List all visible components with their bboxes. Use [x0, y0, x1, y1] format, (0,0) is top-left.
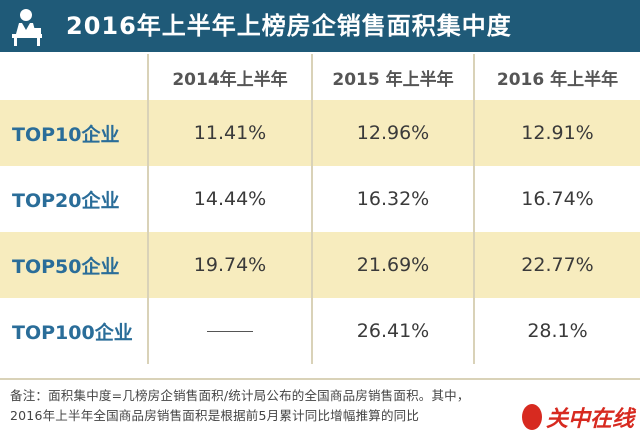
cell-top50-2014: 19.74%	[148, 232, 313, 298]
watermark-logo-icon	[522, 404, 542, 430]
cell-top20-2014: 14.44%	[148, 166, 313, 232]
cell-top10-2015: 12.96%	[312, 100, 475, 166]
row-label-top20: TOP20企业	[0, 166, 149, 232]
cell-top50-2015: 21.69%	[312, 232, 475, 298]
cell-top10-2016: 12.91%	[474, 100, 640, 166]
cell-top20-2015: 16.32%	[312, 166, 475, 232]
watermark-text: 关中在线	[545, 406, 634, 432]
cell-top100-2015: 26.41%	[312, 298, 475, 364]
header-bar: 2016年上半年上榜房企销售面积集中度	[0, 0, 640, 52]
watermark: 关中在线	[522, 400, 634, 434]
cell-top20-2016: 16.74%	[474, 166, 640, 232]
concentration-table: 2014年上半年 2015 年上半年 2016 年上半年 TOP10企业 11.…	[0, 54, 640, 376]
page-title: 2016年上半年上榜房企销售面积集中度	[66, 12, 512, 40]
no-data-dash	[207, 331, 253, 332]
column-header-2014: 2014年上半年	[148, 54, 313, 100]
table-row: TOP50企业 19.74% 21.69% 22.77%	[0, 232, 640, 298]
row-label-top100: TOP100企业	[0, 298, 149, 364]
cell-top100-2014	[148, 298, 313, 364]
footnote-line-1: 备注：面积集中度=几榜房企销售面积/统计局公布的全国商品房销售面积。其中，	[10, 388, 470, 403]
footer-notes: 备注：面积集中度=几榜房企销售面积/统计局公布的全国商品房销售面积。其中， 20…	[0, 378, 640, 439]
column-header-2016: 2016 年上半年	[474, 54, 640, 100]
table-row: TOP20企业 14.44% 16.32% 16.74%	[0, 166, 640, 232]
column-header-2015: 2015 年上半年	[312, 54, 475, 100]
cell-top50-2016: 22.77%	[474, 232, 640, 298]
table-row: TOP10企业 11.41% 12.96% 12.91%	[0, 100, 640, 166]
column-header-empty	[0, 54, 149, 100]
cell-top100-2016: 28.1%	[474, 298, 640, 364]
cell-top10-2014: 11.41%	[148, 100, 313, 166]
row-label-top10: TOP10企业	[0, 100, 149, 166]
person-desk-icon	[4, 4, 50, 48]
footnote-line-2: 2016年上半年全国商品房销售面积是根据前5月累计同比增幅推算的同比	[10, 408, 420, 423]
table-header-row: 2014年上半年 2015 年上半年 2016 年上半年	[0, 54, 640, 100]
table-row: TOP100企业 26.41% 28.1%	[0, 298, 640, 364]
row-label-top50: TOP50企业	[0, 232, 149, 298]
